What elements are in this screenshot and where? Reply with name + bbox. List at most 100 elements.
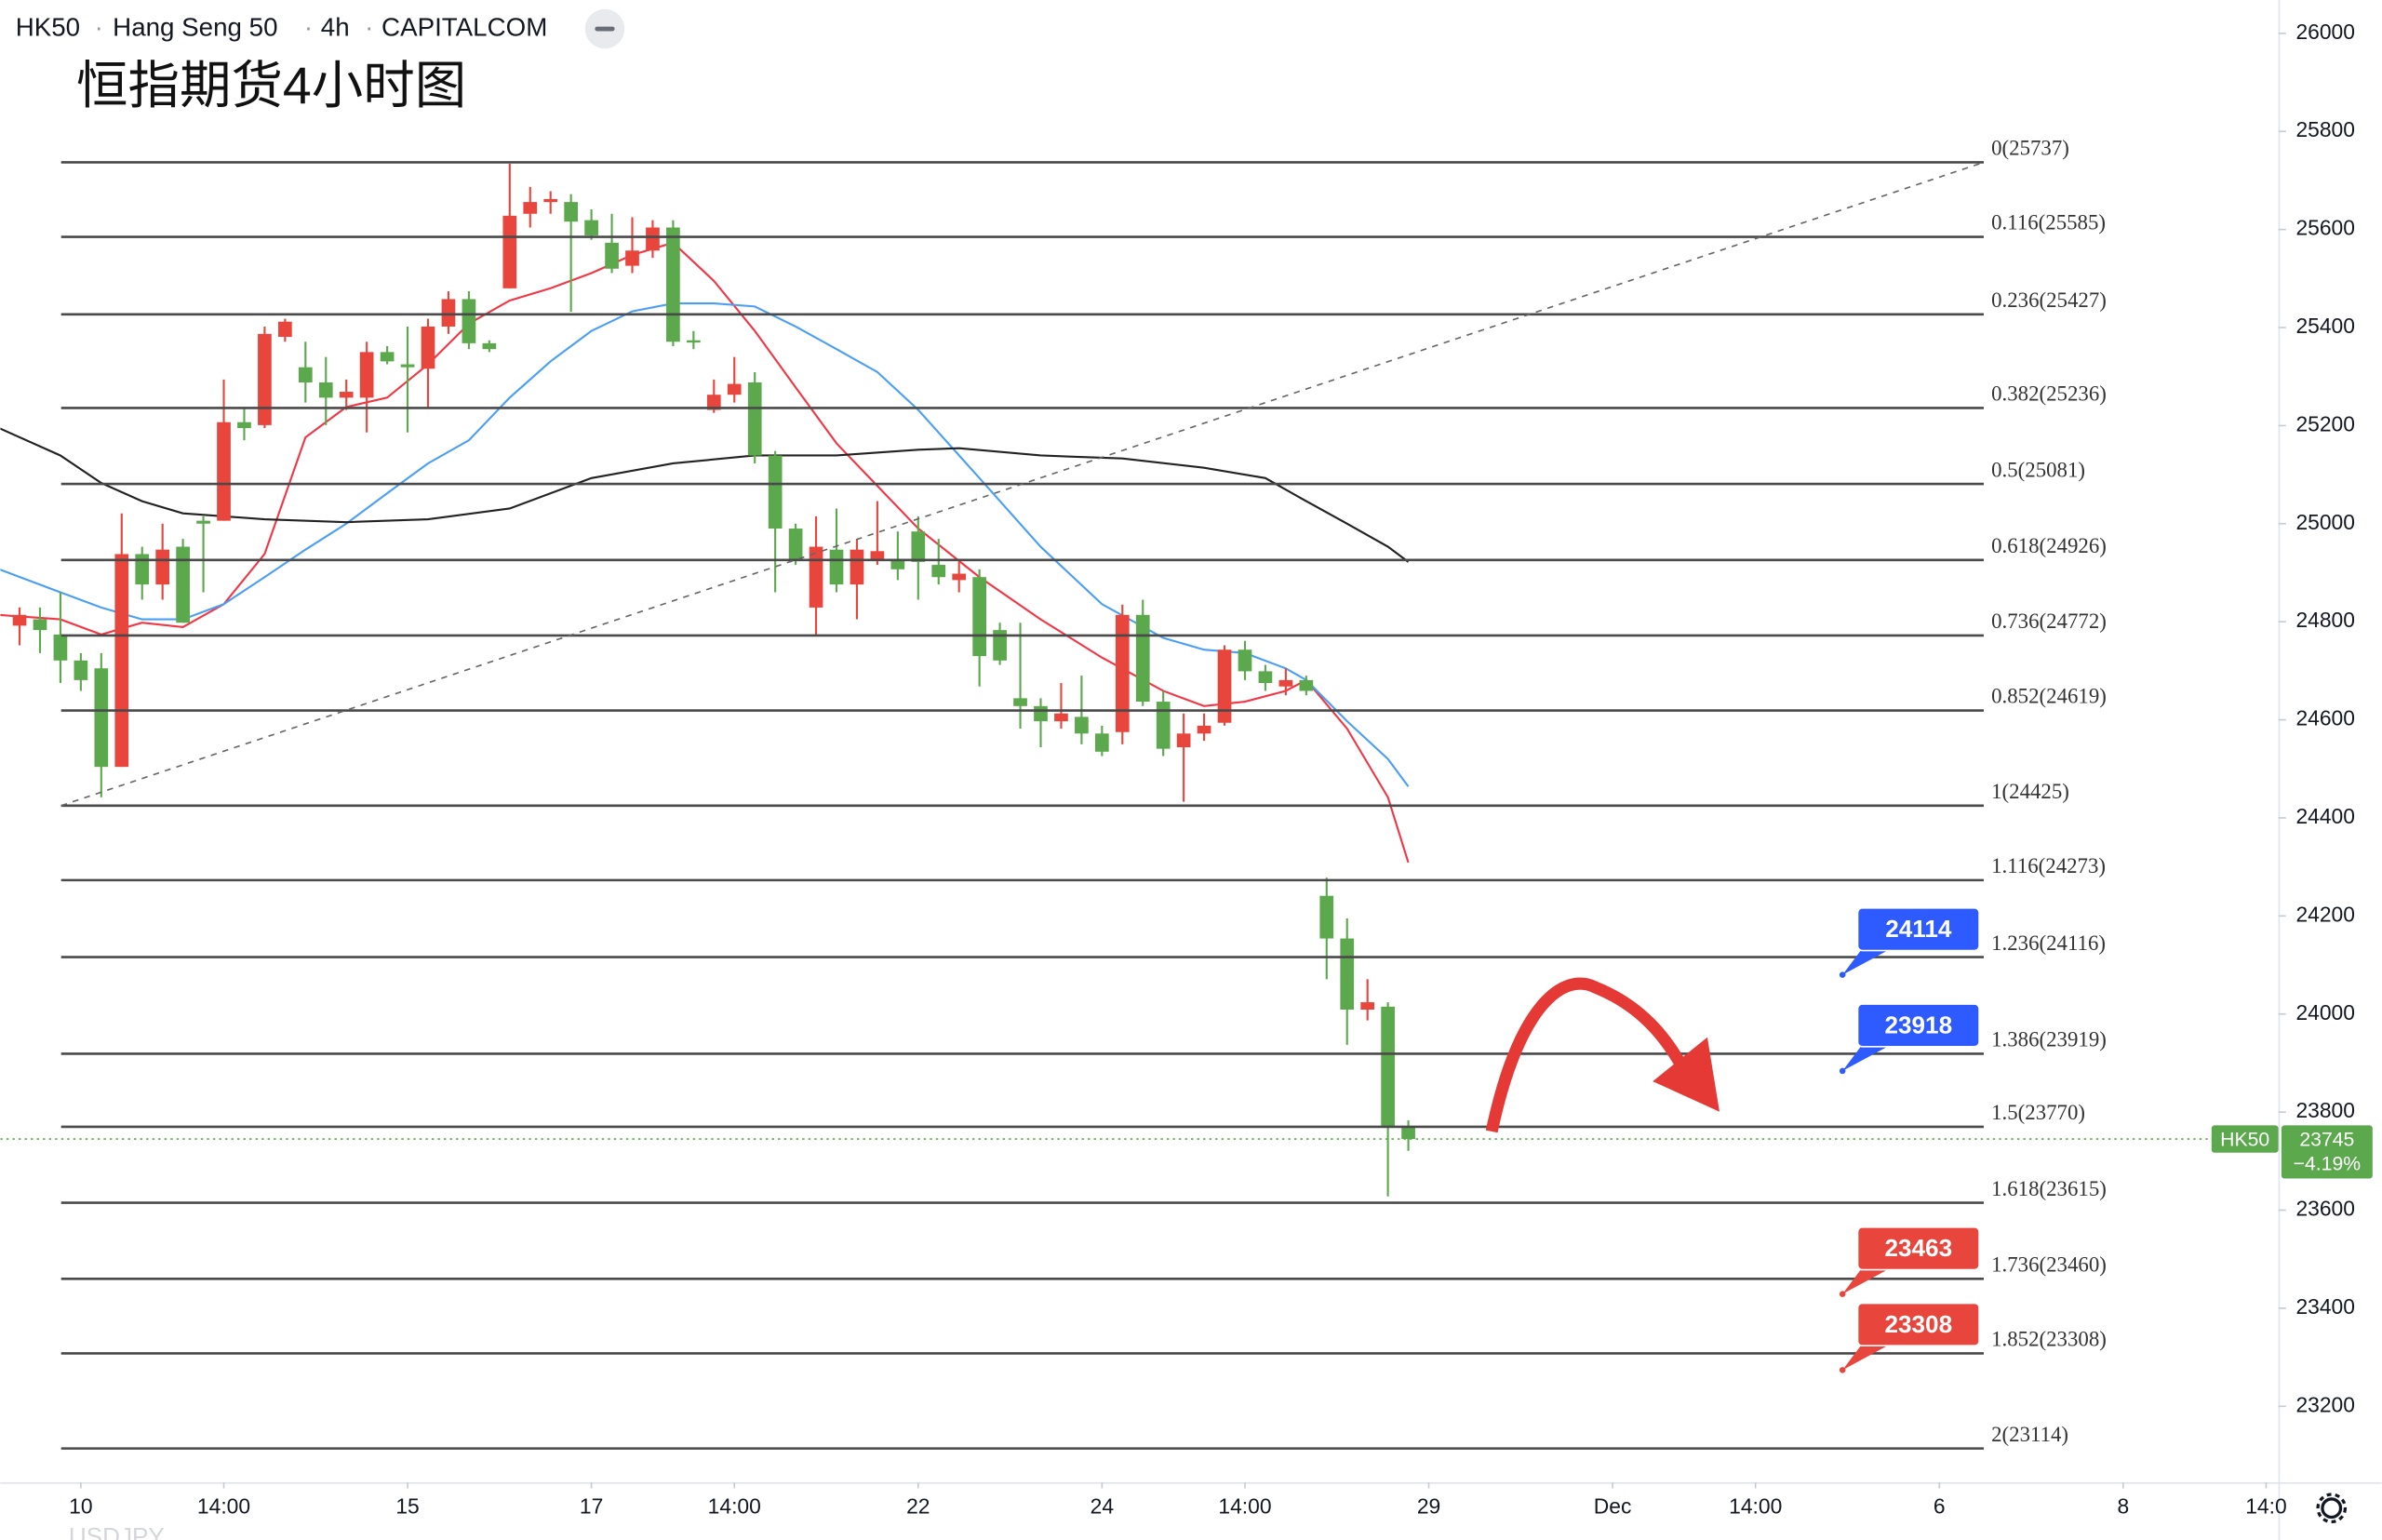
separator: · bbox=[95, 12, 103, 41]
candle-body bbox=[1075, 716, 1089, 734]
candle-body bbox=[94, 668, 109, 768]
x-tick-label: 14:00 bbox=[1729, 1494, 1782, 1519]
fib-label: 1.852(23308) bbox=[1991, 1328, 2107, 1351]
candle-body bbox=[1299, 679, 1314, 691]
candle-body bbox=[482, 342, 497, 350]
candle-body bbox=[809, 546, 823, 608]
footer-text: USDJPY bbox=[69, 1522, 165, 1540]
y-tick-label: 23800 bbox=[2295, 1098, 2355, 1122]
candle-body bbox=[931, 565, 946, 578]
settings-icon-teeth bbox=[2316, 1493, 2348, 1524]
candle-body bbox=[584, 220, 598, 235]
price-symbol: HK50 bbox=[2220, 1129, 2269, 1150]
candle-body bbox=[564, 202, 579, 222]
candle-body bbox=[850, 549, 864, 585]
callout-box bbox=[1856, 1302, 1980, 1347]
candle-body bbox=[1156, 702, 1171, 749]
x-tick-label: 24 bbox=[1091, 1494, 1115, 1519]
fib-label: 1.618(23615) bbox=[1991, 1177, 2107, 1200]
x-tick-label: 29 bbox=[1417, 1494, 1440, 1519]
candle-body bbox=[258, 333, 272, 425]
source: CAPITALCOM bbox=[381, 12, 547, 41]
candle-body bbox=[1054, 713, 1068, 722]
x-tick-label: 14:0 bbox=[2245, 1494, 2286, 1519]
candle-body bbox=[706, 395, 721, 410]
candle-body bbox=[176, 546, 190, 623]
fib-label: 0.382(25236) bbox=[1991, 382, 2107, 406]
x-tick-label: Dec bbox=[1594, 1494, 1632, 1519]
fib-label: 0.5(25081) bbox=[1991, 458, 2085, 481]
plot-area bbox=[0, 164, 2279, 1197]
candle-body bbox=[1401, 1126, 1415, 1140]
y-tick-label: 25600 bbox=[2295, 216, 2355, 240]
candle-body bbox=[993, 630, 1007, 661]
y-tick-label: 24200 bbox=[2295, 902, 2355, 926]
fib-label: 1.736(23460) bbox=[1991, 1252, 2107, 1276]
y-tick-label: 25000 bbox=[2295, 510, 2355, 534]
candle-body bbox=[1135, 614, 1150, 703]
fib-label: 0.116(25585) bbox=[1991, 211, 2106, 234]
forecast-arrow bbox=[1485, 977, 1686, 1133]
x-tick-label: 6 bbox=[1934, 1494, 1946, 1519]
candle-body bbox=[646, 227, 660, 251]
candle-body bbox=[339, 392, 354, 398]
price-value: 23745 bbox=[2299, 1129, 2354, 1150]
candle-body bbox=[217, 422, 231, 521]
x-tick-label: 10 bbox=[69, 1494, 92, 1519]
y-tick-label: 23200 bbox=[2295, 1392, 2355, 1416]
callout-tail bbox=[1842, 1339, 1899, 1371]
y-tick-label: 24800 bbox=[2295, 608, 2355, 632]
candle-body bbox=[421, 326, 435, 369]
y-tick-label: 25200 bbox=[2295, 411, 2355, 435]
candle-body bbox=[33, 619, 47, 631]
candle-body bbox=[952, 573, 967, 581]
candle-body bbox=[768, 455, 783, 529]
settings-button[interactable] bbox=[2316, 1493, 2348, 1524]
candle-body bbox=[359, 352, 374, 398]
instrument-name: Hang Seng 50 bbox=[113, 12, 277, 41]
candle-body bbox=[1197, 725, 1211, 734]
candle-body bbox=[278, 321, 292, 338]
callout-box bbox=[1856, 1003, 1980, 1048]
candle-body bbox=[890, 558, 905, 569]
callout-box bbox=[1856, 1226, 1980, 1271]
fib-label: 0(25737) bbox=[1991, 137, 2069, 160]
candle-body bbox=[1258, 671, 1273, 684]
callout-label: 23463 bbox=[1884, 1234, 1952, 1262]
moving-average bbox=[0, 427, 1410, 563]
candle-body bbox=[1176, 733, 1191, 748]
candle-body bbox=[462, 299, 476, 343]
x-tick-label: 22 bbox=[906, 1494, 930, 1519]
candle-body bbox=[196, 520, 210, 524]
moving-average bbox=[0, 302, 1410, 787]
candle-body bbox=[155, 549, 170, 585]
x-tick-label: 8 bbox=[2117, 1494, 2129, 1519]
candle-body bbox=[1217, 649, 1232, 723]
candle-body bbox=[687, 340, 701, 343]
candle-body bbox=[237, 422, 251, 429]
candle-body bbox=[298, 367, 313, 383]
candle-body bbox=[727, 383, 742, 395]
fib-label: 0.236(25427) bbox=[1991, 288, 2107, 312]
fib-label: 1(24425) bbox=[1991, 780, 2069, 803]
symbol: HK50 bbox=[16, 12, 80, 41]
fib-label: 1.116(24273) bbox=[1991, 854, 2106, 877]
candle-body bbox=[1319, 895, 1334, 939]
candle-body bbox=[1340, 938, 1355, 1010]
candle-body bbox=[543, 198, 558, 203]
fib-label: 0.736(24772) bbox=[1991, 609, 2107, 633]
x-tick-label: 14:00 bbox=[1218, 1494, 1271, 1519]
fib-label: 1.236(24116) bbox=[1991, 931, 2106, 955]
callout-anchor bbox=[1839, 1067, 1846, 1075]
price-box bbox=[2281, 1125, 2373, 1179]
fib-label: 0.852(24619) bbox=[1991, 685, 2107, 708]
fib-trendline bbox=[60, 161, 1985, 807]
y-tick-label: 24600 bbox=[2295, 706, 2355, 730]
candle-body bbox=[380, 352, 395, 362]
callout-box bbox=[1856, 906, 1980, 952]
fib-label: 1.386(23919) bbox=[1991, 1028, 2107, 1051]
y-tick-label: 24000 bbox=[2295, 1000, 2355, 1024]
candle-body bbox=[1238, 649, 1252, 672]
